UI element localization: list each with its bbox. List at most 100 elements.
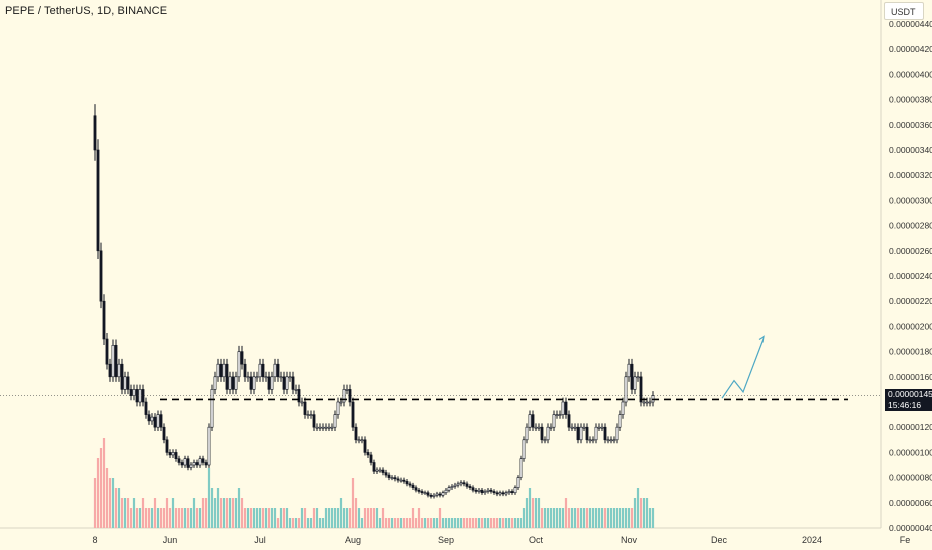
candle-body: [366, 452, 370, 456]
candle-body: [228, 376, 232, 390]
candle-body: [507, 491, 511, 494]
volume-bar: [579, 508, 583, 528]
candle-body: [150, 416, 154, 422]
volume-bar: [624, 508, 628, 528]
volume-bar: [387, 518, 391, 528]
time-tick-label: Dec: [711, 535, 728, 545]
candle-body: [114, 344, 118, 378]
candle-body: [450, 486, 454, 488]
volume-bar: [513, 518, 517, 528]
volume-bar: [291, 518, 295, 528]
price-axis[interactable]: 0.00000040 0.00000060 0.00000080 0.00000100…: [889, 19, 932, 533]
candle-body: [453, 484, 457, 487]
price-tick-label: 0.00000240: [889, 271, 932, 281]
volume-bar: [99, 448, 103, 528]
volume-bar: [165, 498, 169, 528]
volume-bar: [570, 508, 574, 528]
volume-bar: [195, 508, 199, 528]
volume-bar: [177, 508, 181, 528]
candle-body: [123, 376, 127, 390]
candle-body: [513, 487, 517, 494]
volume-bar: [558, 508, 562, 528]
volume-bar: [162, 508, 166, 528]
currency-selector[interactable]: USDT: [884, 2, 924, 20]
volume-bar: [483, 518, 487, 528]
candle-body: [312, 414, 316, 428]
volume-bar: [429, 518, 433, 528]
candle-body: [360, 439, 364, 442]
volume-bar: [567, 508, 571, 528]
volume-bar: [159, 508, 163, 528]
candle-body: [135, 389, 139, 403]
candle-body: [597, 426, 601, 429]
time-axis[interactable]: 8 Jun Jul Aug Sep Oct Nov Dec 2024 Fe: [92, 535, 910, 545]
volume-bar: [507, 518, 511, 528]
projection-path[interactable]: [721, 336, 765, 399]
candle-body: [231, 376, 235, 390]
candle-body: [210, 389, 214, 428]
candle-body: [525, 426, 529, 441]
candle-body: [567, 414, 571, 428]
volume-bar: [120, 498, 124, 528]
time-tick-label: Jun: [163, 535, 178, 545]
volume-bar: [189, 508, 193, 528]
volume-bar: [234, 498, 238, 528]
volume-bar: [555, 508, 559, 528]
chart-overlays: [0, 335, 881, 401]
volume-bar: [225, 498, 229, 528]
candle-body: [324, 426, 328, 429]
volume-bar: [531, 498, 535, 528]
price-tick-label: 0.00000180: [889, 347, 932, 357]
price-tick-label: 0.00000040: [889, 523, 932, 533]
volume-bar: [576, 508, 580, 528]
candle-body: [543, 439, 547, 442]
candle-body: [108, 363, 112, 378]
candle-body: [588, 439, 592, 442]
candle-body: [552, 414, 556, 428]
volume-bar: [447, 518, 451, 528]
candle-body: [303, 401, 307, 415]
candle-body: [642, 401, 646, 404]
volume-bar: [396, 518, 400, 528]
volume-bar: [474, 518, 478, 528]
candle-body: [255, 376, 259, 379]
volume-bar: [492, 518, 496, 528]
volume-bar: [375, 508, 379, 528]
volume-bar: [357, 508, 361, 528]
volume-bar: [264, 508, 268, 528]
candle-body: [174, 452, 178, 459]
candle-body: [309, 414, 313, 416]
volume-bar: [150, 508, 154, 528]
volume-bar: [237, 488, 241, 528]
volume-bar: [144, 508, 148, 528]
candle-body: [318, 426, 322, 429]
volume-bar: [297, 518, 301, 528]
volume-bar: [522, 508, 526, 528]
volume-bar: [438, 508, 442, 528]
volume-bar: [96, 458, 100, 528]
volume-bar: [279, 508, 283, 528]
price-tick-label: 0.00000120: [889, 422, 932, 432]
volume-bar: [468, 518, 472, 528]
volume-bar: [405, 518, 409, 528]
candle-body: [582, 426, 586, 429]
volume-bar: [303, 508, 307, 528]
volume-bar: [417, 508, 421, 528]
candle-body: [564, 401, 568, 415]
candle-body: [498, 492, 502, 495]
candle-body: [420, 491, 424, 494]
candle-body: [471, 487, 475, 491]
candle-body: [156, 414, 160, 428]
candle-body: [216, 363, 220, 378]
candle-body: [618, 414, 622, 428]
volume-bar: [339, 498, 343, 528]
volume-bar: [183, 508, 187, 528]
candle-body: [351, 401, 355, 428]
price-tick-label: 0.00000060: [889, 498, 932, 508]
volume-bar: [102, 438, 106, 528]
volume-bar: [111, 478, 115, 528]
volume-bar: [477, 518, 481, 528]
candle-body: [291, 376, 295, 390]
